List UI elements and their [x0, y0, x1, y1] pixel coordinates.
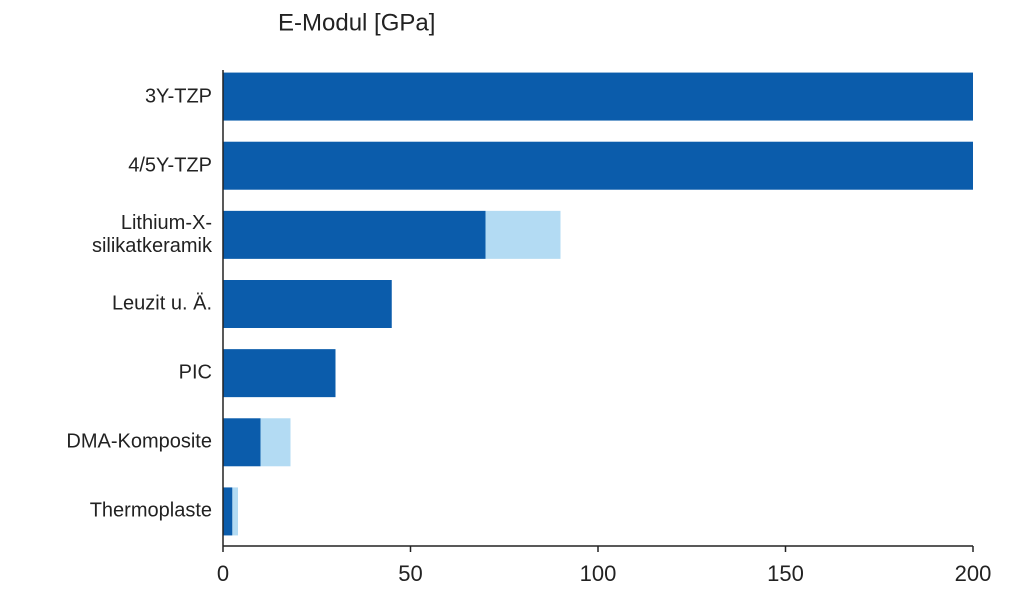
x-tick-label: 200 [955, 561, 992, 586]
x-tick-label: 0 [217, 561, 229, 586]
y-tick-label: 4/5Y-TZP [128, 154, 212, 177]
x-tick-label: 50 [398, 561, 422, 586]
y-tick-label: PIC [178, 361, 212, 384]
bar [485, 210, 561, 259]
y-tick-label: DMA-Komposite [66, 430, 212, 453]
bar [232, 487, 238, 536]
bar [223, 418, 261, 467]
y-tick-label: Lithium-X- silikatkeramik [91, 211, 212, 257]
y-tick-label: 3Y-TZP [144, 85, 212, 108]
bar [260, 418, 291, 467]
chart-title: E-Modul [GPa] [278, 9, 435, 36]
bar [223, 210, 486, 259]
bar [223, 72, 973, 121]
bar [223, 141, 973, 190]
bar [223, 487, 233, 536]
y-tick-label: Thermoplaste [89, 499, 212, 522]
x-tick-label: 150 [767, 561, 804, 586]
y-tick-label: Leuzit u. Ä. [111, 292, 212, 315]
x-tick-label: 100 [580, 561, 617, 586]
bar [223, 349, 336, 398]
bar [223, 280, 392, 328]
